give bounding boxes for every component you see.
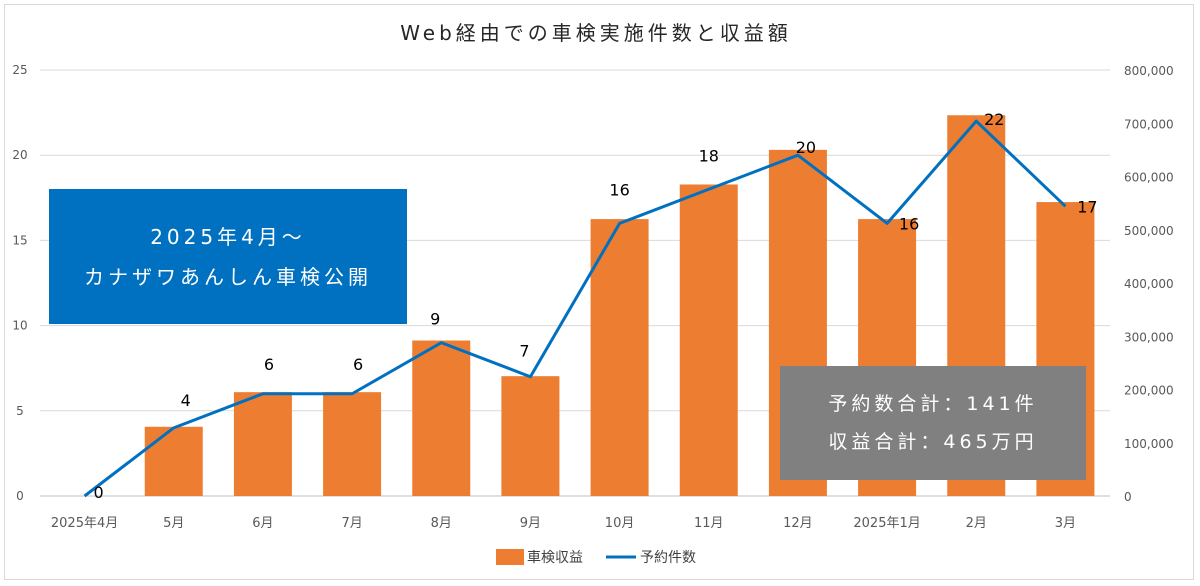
right-axis-ticks: 0 100,000 200,000 300,000 400,000 500,000 600,…: [1124, 64, 1174, 504]
left-tick-label: 10: [12, 319, 27, 333]
x-tick-label: 2025年4月: [51, 516, 118, 531]
x-tick-label: 10月: [605, 516, 635, 531]
right-tick-label: 800,000: [1124, 64, 1174, 78]
data-label: 20: [796, 138, 816, 157]
data-label: 22: [984, 110, 1004, 129]
legend-swatch-revenue: [496, 549, 524, 565]
totals-callout: 予約数合計：141件 収益合計：465万円: [780, 366, 1086, 480]
revenue-bar: [679, 184, 738, 497]
x-tick-label: 2025年1月: [853, 516, 920, 531]
reservation-line: [83, 119, 1067, 498]
left-axis-ticks: 0 5 10 15 20 25: [12, 63, 27, 503]
x-tick-label: 2月: [966, 516, 987, 531]
data-labels: 0 4 6 6 9 7 16 18 20 16 22 17: [93, 110, 1097, 502]
launch-callout-line2: カナザワあんしん車検公開: [84, 264, 372, 289]
data-label: 7: [519, 342, 529, 361]
launch-callout: 2025年4月～ カナザワあんしん車検公開: [49, 189, 407, 324]
data-label: 4: [181, 391, 191, 410]
chart-title: Web経由での車検実施件数と収益額: [400, 21, 792, 45]
data-label: 16: [609, 180, 629, 199]
x-tick-label: 5月: [163, 516, 184, 531]
right-tick-label: 200,000: [1124, 384, 1174, 398]
left-tick-label: 25: [12, 63, 27, 77]
data-label: 0: [93, 483, 103, 502]
total-revenue: 収益合計：465万円: [828, 431, 1038, 453]
left-tick-label: 20: [12, 148, 27, 162]
right-tick-label: 500,000: [1124, 224, 1174, 238]
data-label: 9: [430, 310, 440, 329]
right-tick-label: 400,000: [1124, 277, 1174, 291]
left-tick-label: 0: [16, 489, 24, 503]
legend: 車検収益 予約件数: [496, 549, 696, 566]
data-label: 17: [1077, 197, 1097, 216]
revenue-bar: [501, 376, 560, 496]
x-tick-label: 6月: [252, 516, 273, 531]
revenue-bar: [323, 392, 382, 496]
right-tick-label: 100,000: [1124, 437, 1174, 451]
revenue-bar: [590, 219, 649, 496]
revenue-bar: [412, 340, 471, 496]
legend-label-revenue: 車検収益: [527, 549, 583, 566]
launch-callout-line1: 2025年4月～: [150, 224, 306, 249]
revenue-bar: [144, 426, 203, 496]
x-tick-label: 11月: [694, 516, 724, 531]
right-tick-label: 0: [1124, 490, 1132, 504]
right-tick-label: 300,000: [1124, 330, 1174, 344]
data-label: 6: [353, 355, 363, 374]
reservation-line-path: [83, 119, 1067, 498]
left-tick-label: 15: [12, 233, 27, 247]
x-tick-label: 12月: [783, 516, 813, 531]
total-reservations: 予約数合計：141件: [828, 393, 1038, 415]
left-tick-label: 5: [16, 404, 24, 418]
data-label: 6: [264, 355, 274, 374]
right-tick-label: 700,000: [1124, 117, 1174, 131]
data-label: 18: [699, 146, 719, 165]
x-axis-ticks: 2025年4月 5月 6月 7月 8月 9月 10月 11月 12月 2025年1月 2月 3月: [51, 516, 1076, 531]
right-tick-label: 600,000: [1124, 171, 1174, 185]
x-tick-label: 8月: [431, 516, 452, 531]
data-label: 16: [899, 214, 919, 233]
revenue-bar: [233, 392, 292, 496]
x-tick-label: 9月: [520, 516, 541, 531]
x-tick-label: 7月: [341, 516, 362, 531]
legend-label-reservations: 予約件数: [640, 550, 696, 566]
x-tick-label: 3月: [1055, 516, 1076, 531]
